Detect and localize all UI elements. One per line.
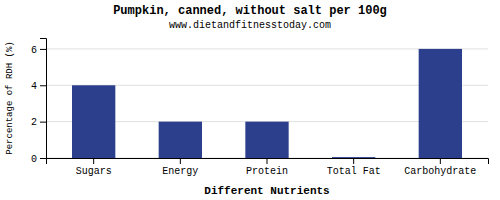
title: Pumpkin, canned, without salt per 100g	[113, 4, 387, 18]
bar	[159, 122, 202, 158]
x-tick-mark	[267, 158, 268, 164]
y-tick-mark	[40, 158, 46, 159]
x-tick-mark	[440, 158, 441, 164]
x-tick-label: Total Fat	[327, 166, 381, 177]
x-tick-mark	[353, 158, 354, 164]
bar	[419, 49, 462, 158]
x-axis-title: Different Nutrients	[204, 185, 329, 197]
y-tick: 0	[31, 154, 46, 165]
x-tick: Total Fat	[327, 158, 381, 177]
x-tick-label: Protein	[246, 166, 288, 177]
x-tick: Carbohydrate	[404, 158, 476, 177]
chart-container: Sugars Energy Protein Total Fat Carbohydrate…	[0, 0, 500, 200]
x-axis: Sugars Energy Protein Total Fat Carbohydrate	[47, 158, 489, 177]
x-tick-label: Energy	[162, 166, 198, 177]
y-axis-line	[40, 39, 47, 159]
y-tick-mark	[40, 85, 46, 86]
y-tick-mark	[40, 49, 46, 50]
x-tick: Sugars	[76, 158, 112, 177]
grid	[46, 49, 488, 158]
y-tick-label: 6	[31, 45, 37, 56]
subtitle: www.dietandfitnesstoday.com	[169, 20, 331, 31]
y-axis: 0 2 4 6	[31, 39, 47, 165]
x-tick-mark	[93, 158, 94, 164]
y-tick-mark	[40, 122, 46, 123]
y-tick: 4	[31, 81, 46, 92]
x-tick-label: Sugars	[76, 166, 112, 177]
x-axis-line	[47, 159, 489, 165]
y-tick-label: 4	[31, 81, 37, 92]
x-tick: Protein	[246, 158, 288, 177]
plot-area: Sugars Energy Protein Total Fat Carbohydrate…	[31, 39, 489, 178]
y-tick: 6	[31, 45, 46, 56]
bar	[72, 85, 115, 158]
y-tick-label: 2	[31, 117, 37, 128]
marks	[72, 49, 462, 158]
x-tick-label: Carbohydrate	[404, 166, 476, 177]
bar	[332, 157, 375, 158]
y-tick-label: 0	[31, 154, 37, 165]
y-tick: 2	[31, 117, 46, 128]
chart-svg: Sugars Energy Protein Total Fat Carbohydrate…	[0, 0, 500, 200]
x-tick: Energy	[162, 158, 198, 177]
y-axis-title: Percentage of RDH (%)	[5, 41, 15, 154]
bar	[245, 122, 288, 158]
x-tick-mark	[180, 158, 181, 164]
